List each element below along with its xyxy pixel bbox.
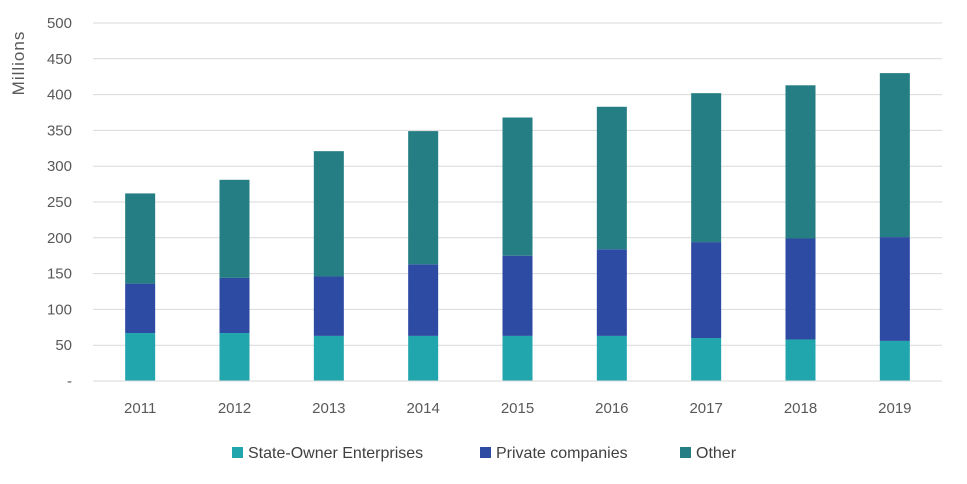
x-tick-label: 2011 — [124, 400, 156, 417]
legend: State-Owner Enterprises Private companies… — [232, 445, 737, 462]
bar-segment — [219, 277, 250, 334]
bar-segment — [879, 237, 910, 341]
x-tick-label: 2013 — [312, 400, 345, 417]
bar-segment — [313, 151, 344, 277]
legend-label: State-Owner Enterprises — [248, 445, 423, 462]
y-tick-label: 300 — [47, 158, 72, 175]
bar-segment — [125, 193, 156, 284]
y-tick-label: 100 — [47, 301, 72, 318]
legend-swatch — [232, 447, 243, 458]
y-tick-label: 150 — [47, 266, 72, 283]
bar-segment — [785, 85, 816, 239]
y-tick-label: 400 — [47, 87, 72, 104]
bar-segment — [502, 117, 533, 256]
bar-segment — [408, 335, 439, 381]
bar-segment — [125, 333, 156, 381]
bar-segment — [219, 333, 250, 381]
bar-segment — [502, 255, 533, 336]
bar-segment — [313, 276, 344, 336]
y-tick-label: 250 — [47, 194, 72, 211]
y-axis-ticks: - 50 100 150 200 250 300 350 400 450 500 — [47, 15, 72, 390]
y-axis-label: Millions — [9, 31, 28, 96]
y-tick-label: 200 — [47, 230, 72, 247]
bar-segment — [596, 249, 627, 336]
y-tick-label: 500 — [47, 15, 72, 32]
y-tick-label: 350 — [47, 122, 72, 139]
x-tick-label: 2019 — [878, 400, 911, 417]
bar-segment — [691, 338, 722, 381]
bar-segment — [596, 106, 627, 250]
x-axis-ticks: 2011 2012 2013 2014 2015 2016 2017 2018 2019 — [124, 400, 911, 417]
x-tick-label: 2012 — [218, 400, 251, 417]
bar-segment — [691, 242, 722, 339]
legend-swatch — [680, 447, 691, 458]
bar-segment — [879, 340, 910, 381]
bar-segment — [313, 335, 344, 381]
bar-segment — [408, 264, 439, 336]
y-tick-label: - — [67, 373, 72, 390]
bar-segment — [502, 335, 533, 381]
bar-segment — [785, 339, 816, 381]
x-tick-label: 2015 — [501, 400, 534, 417]
legend-label: Private companies — [496, 445, 628, 462]
x-tick-label: 2018 — [784, 400, 817, 417]
bar-segment — [219, 179, 250, 278]
y-tick-label: 450 — [47, 51, 72, 68]
bar-segment — [125, 283, 156, 334]
bar-segment — [596, 335, 627, 381]
bar-segment — [879, 73, 910, 238]
bar-segment — [408, 131, 439, 265]
legend-label: Other — [696, 445, 737, 462]
y-tick-label: 50 — [55, 337, 72, 354]
bar-segment — [785, 238, 816, 340]
x-tick-label: 2014 — [406, 400, 439, 417]
x-tick-label: 2017 — [689, 400, 722, 417]
bar-segment — [691, 93, 722, 243]
bars — [125, 73, 910, 381]
x-tick-label: 2016 — [595, 400, 628, 417]
legend-swatch — [480, 447, 491, 458]
